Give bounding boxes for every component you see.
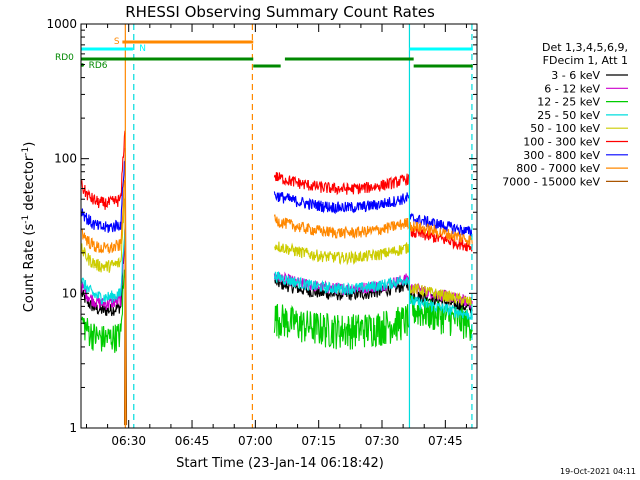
legend-entry-label: 12 - 25 keV (537, 96, 600, 109)
x-axis-title: Start Time (23-Jan-14 06:18:42) (176, 456, 384, 471)
x-tick-label: 07:15 (301, 434, 336, 448)
y-tick-label: 1000 (46, 17, 77, 31)
plot-frame (80, 23, 478, 429)
x-tick-label: 07:30 (365, 434, 400, 448)
chart-title: RHESSI Observing Summary Count Rates (125, 3, 435, 21)
flag-label-rd0: RD0 (55, 53, 74, 63)
y-tick-label: 1 (69, 421, 77, 435)
legend-entry-label: 6 - 12 keV (544, 82, 600, 95)
legend: Det 1,3,4,5,6,9, FDecim 1, Att 1 3 - 6 k… (502, 41, 628, 188)
plot-layer: S N RD0 RD6 (55, 24, 473, 428)
legend-entry-label: 100 - 300 keV (523, 136, 600, 149)
y-tick-label: 100 (54, 152, 77, 166)
x-tick-label: 07:45 (428, 434, 463, 448)
series-line-3 (81, 218, 473, 320)
x-tick-label: 07:00 (238, 434, 273, 448)
legend-entry-label: 3 - 6 keV (551, 69, 600, 82)
axis-layer: 1 10 100 1000 06:30 06:45 07:00 07:15 07:30 07:45 (46, 17, 478, 448)
timestamp: 19-Oct-2021 04:11 (560, 467, 636, 476)
y-tick-label: 10 (62, 286, 77, 300)
series-line-2 (81, 269, 473, 353)
legend-header-line-2: FDecim 1, Att 1 (543, 54, 628, 67)
legend-entry-label: 300 - 800 keV (523, 149, 600, 162)
x-tick-label: 06:45 (175, 434, 210, 448)
series-line-5 (81, 130, 473, 252)
legend-entry-label: 50 - 100 keV (530, 122, 600, 135)
legend-entry-label: 800 - 7000 keV (516, 162, 600, 175)
flag-label-n: N (139, 44, 146, 54)
x-tick-label: 06:30 (111, 434, 146, 448)
series-line-4 (81, 188, 473, 307)
y-axis-title: Count Rate (s-1 detector-1) (21, 142, 37, 313)
legend-entry-label: 7000 - 15000 keV (502, 175, 600, 188)
legend-entry-label: 25 - 50 keV (537, 109, 600, 122)
flag-label-s: S (114, 37, 120, 47)
series-line-7 (81, 179, 473, 255)
legend-header-line-1: Det 1,3,4,5,6,9, (542, 41, 628, 54)
flag-label-rd6: RD6 (89, 61, 108, 71)
